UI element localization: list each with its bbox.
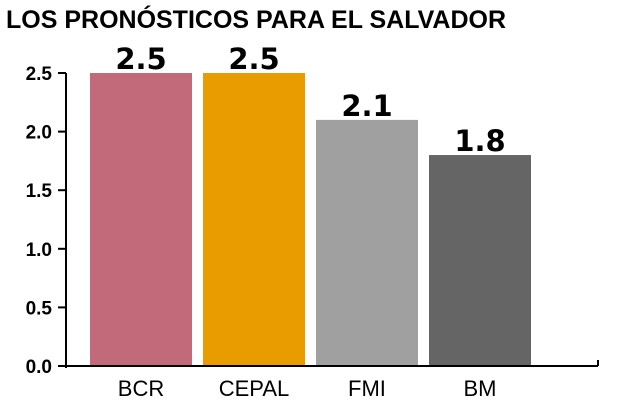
bar-bm — [429, 155, 531, 366]
y-tick-label: 1.5 — [26, 181, 53, 202]
x-tick-label: FMI — [348, 376, 386, 401]
y-tick-label: 1.0 — [26, 240, 52, 261]
bar-fmi — [316, 119, 418, 366]
bar-cepal — [203, 73, 305, 366]
y-axis: 0.0 0.5 1.0 1.5 2.0 2.5 — [26, 64, 67, 378]
y-tick-label: 2.0 — [26, 123, 52, 144]
y-tick-label: 0.0 — [26, 357, 52, 378]
data-label-bcr: 2.5 — [115, 42, 166, 76]
y-tick-label: 0.5 — [26, 298, 53, 319]
bar-bcr — [90, 73, 192, 366]
bars: 2.5 2.5 2.1 1.8 — [90, 42, 531, 366]
x-tick-label: CEPAL — [219, 376, 290, 401]
data-label-cepal: 2.5 — [228, 42, 279, 76]
data-label-bm: 1.8 — [454, 124, 505, 158]
x-tick-label: BCR — [118, 376, 164, 401]
x-axis: BCR CEPAL FMI BM — [65, 360, 599, 401]
y-tick-label: 2.5 — [26, 64, 53, 85]
x-tick-label: BM — [464, 376, 497, 401]
chart-title: LOS PRONÓSTICOS PARA EL SALVADOR — [6, 4, 506, 34]
data-label-fmi: 2.1 — [341, 89, 392, 123]
